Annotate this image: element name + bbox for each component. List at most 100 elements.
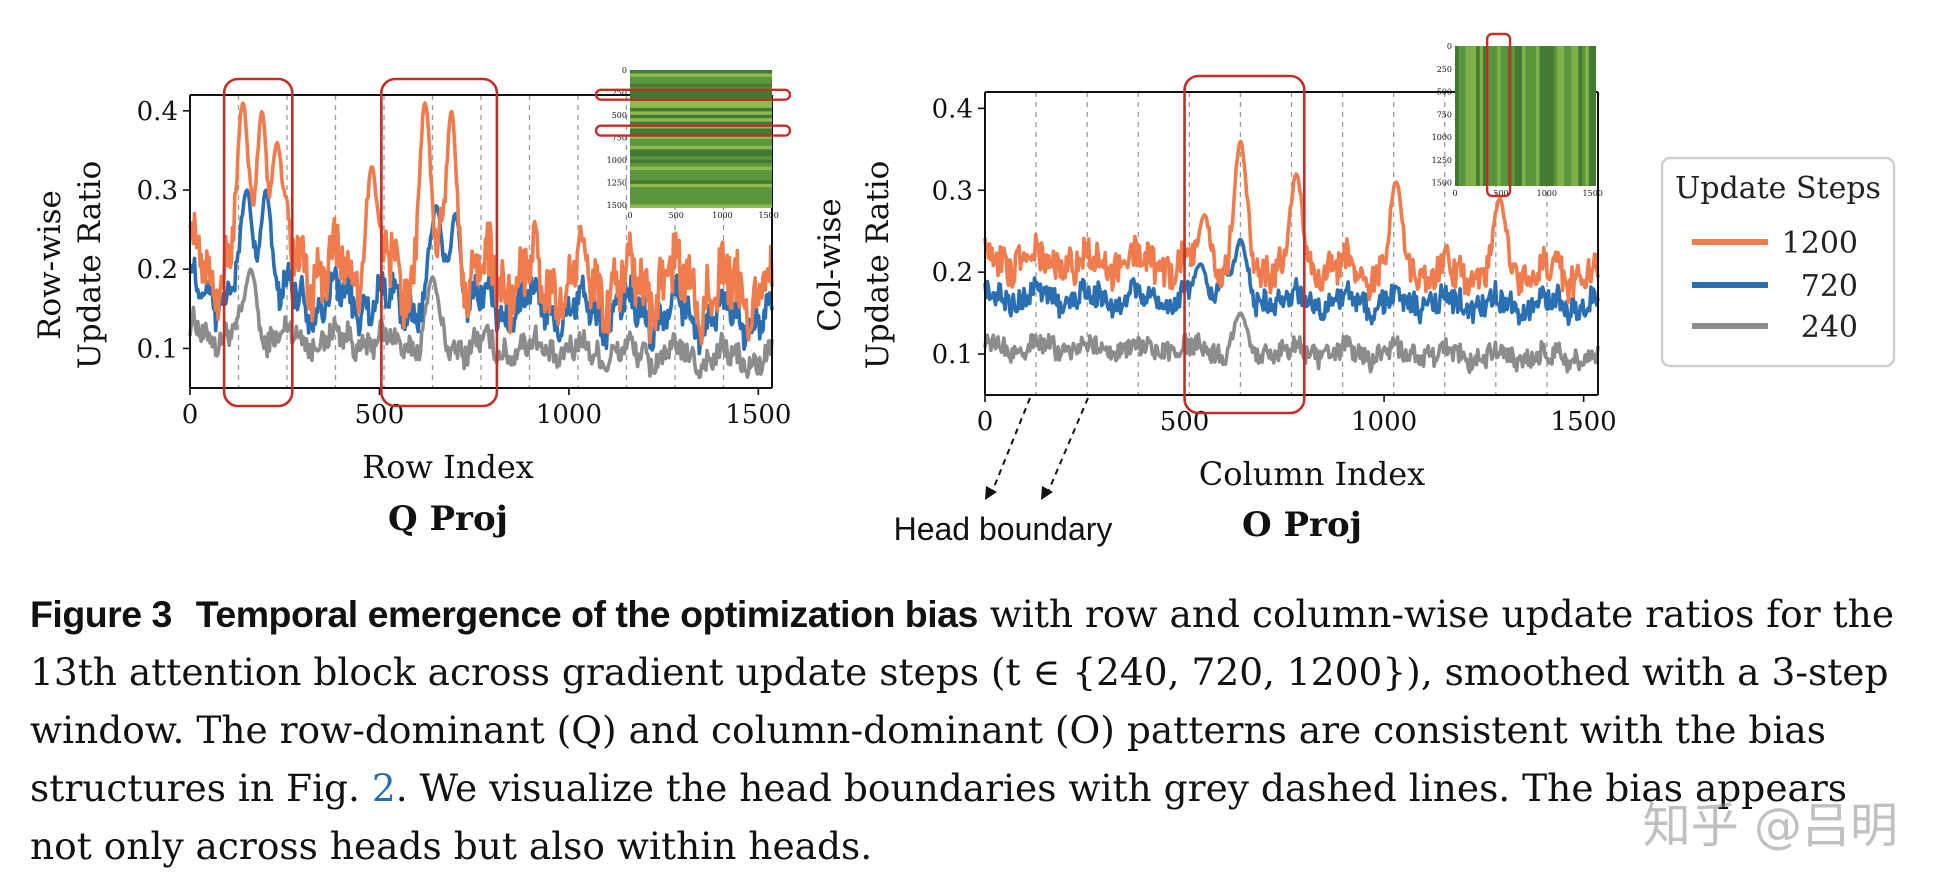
- q-inset-stripe: [630, 173, 772, 177]
- o-highlight-box: [1183, 74, 1306, 415]
- q-y-tick-label: 0.2: [137, 255, 178, 285]
- caption-text-1: with row and column-wise update ratios f…: [30, 592, 1895, 810]
- q-inset-stripe: [630, 83, 772, 88]
- o-inset-stripe: [1504, 46, 1508, 186]
- q-inset-stripe: [630, 152, 772, 157]
- q-inset-stripe: [630, 194, 772, 198]
- o-inset-stripe: [1525, 46, 1530, 186]
- o-inset-stripe: [1560, 46, 1565, 186]
- q-inset-stripe: [630, 118, 772, 122]
- o-inset-stripe: [1585, 46, 1589, 186]
- q-inset-x-tick-label: 1000: [712, 211, 732, 220]
- q-inset-stripe: [630, 170, 772, 174]
- o-inset-stripe: [1574, 46, 1579, 186]
- q-inset-stripe: [630, 180, 772, 184]
- o-inset-stripe: [1476, 46, 1480, 186]
- q-inset-y-tick-label: 1250: [607, 178, 627, 187]
- q-x-tick-label: 1000: [536, 400, 602, 430]
- o-inset-stripe: [1462, 46, 1466, 186]
- o-inset-stripe: [1578, 46, 1582, 186]
- o-inset-x-tick-label: 1500: [1583, 189, 1603, 198]
- q-inset-stripe: [630, 166, 772, 171]
- caption-fig-ref-link[interactable]: 2: [371, 766, 396, 810]
- q-inset-stripe: [630, 104, 772, 108]
- figure-caption: Figure 3 Temporal emergence of the optim…: [30, 585, 1910, 875]
- o-x-tick-label: 0: [977, 407, 994, 437]
- head-boundary-label: Head boundary: [894, 511, 1113, 547]
- o-inset-stripe: [1581, 46, 1586, 186]
- q-inset-stripe: [630, 111, 772, 115]
- q-inset-stripe: [630, 125, 772, 129]
- q-inset-stripe: [630, 107, 772, 112]
- q-inset-stripe: [630, 190, 772, 195]
- q-series-240-line: [188, 267, 774, 380]
- q-xlabel: Row Index: [362, 448, 534, 486]
- o-inset-stripe: [1497, 46, 1501, 186]
- o-inset-x-tick-label: 0: [1452, 189, 1457, 198]
- o-inset-stripe: [1592, 46, 1596, 186]
- o-y-tick-label: 0.4: [932, 94, 973, 124]
- o-ylabel-line2: Update Ratio: [860, 161, 896, 370]
- o-series-1200-line: [983, 139, 1600, 305]
- o-inset-y-tick-label: 750: [1437, 110, 1452, 119]
- o-inset-stripe: [1536, 46, 1540, 186]
- q-inset-y-tick-label: 1000: [607, 156, 627, 165]
- o-y-tick-label: 0.3: [932, 176, 973, 206]
- q-y-tick-label: 0.4: [137, 97, 178, 127]
- q-inset-stripe: [630, 80, 772, 84]
- head-boundary-arrow-2: [1047, 397, 1089, 493]
- o-inset-stripe: [1588, 46, 1593, 186]
- q-inset-stripe: [630, 159, 772, 164]
- o-inset-y-tick-label: 1000: [1432, 133, 1452, 142]
- o-inset-stripe: [1543, 46, 1547, 186]
- figure-canvas: Row-wise Update Ratio Row Index Q Proj 0…: [32, 32, 1896, 547]
- q-proj-chart: Row-wise Update Ratio Row Index Q Proj 0…: [32, 66, 791, 539]
- o-inset-y-tick-label: 1250: [1432, 156, 1452, 165]
- q-inset-stripe: [630, 135, 772, 139]
- o-inset-stripe: [1469, 46, 1473, 186]
- o-y-tick-label: 0.2: [932, 258, 973, 288]
- o-inset-y-tick-label: 1500: [1432, 179, 1452, 188]
- legend-box: [1660, 156, 1896, 368]
- head-boundary-arrow-1: [991, 397, 1031, 493]
- q-y-tick-label: 0.3: [137, 176, 178, 206]
- q-x-tick-label: 1500: [725, 400, 791, 430]
- o-inset-stripe: [1550, 46, 1554, 186]
- o-x-tick-label: 1500: [1551, 407, 1617, 437]
- q-inset-x-tick-label: 1500: [758, 211, 778, 220]
- o-xlabel: Column Index: [1199, 455, 1425, 493]
- q-subtitle: Q Proj: [388, 499, 508, 539]
- head-boundary-arrowhead-1: [985, 486, 997, 500]
- o-x-tick-label: 1000: [1351, 407, 1417, 437]
- q-inset-y-tick-label: 500: [612, 111, 627, 120]
- o-inset-y-tick-label: 0: [1447, 42, 1452, 51]
- q-x-tick-label: 500: [355, 400, 405, 430]
- q-inset-stripe: [630, 94, 772, 98]
- o-inset-stripe: [1455, 46, 1459, 186]
- q-inset-highlight: [594, 124, 792, 137]
- q-inset-y-tick-label: 0: [622, 66, 627, 75]
- q-inset-stripe: [630, 183, 772, 188]
- q-inset-stripe: [630, 145, 772, 150]
- o-inset-stripe: [1553, 46, 1558, 186]
- o-x-tick-label: 500: [1160, 407, 1210, 437]
- q-inset-stripe: [630, 197, 772, 202]
- caption-text-2: . We visualize the head boundaries with …: [30, 766, 1848, 868]
- q-inset-stripe: [630, 76, 772, 81]
- o-inset-x-tick-label: 1000: [1537, 189, 1557, 198]
- q-inset-stripe: [630, 201, 772, 205]
- q-inset-stripe: [630, 128, 772, 133]
- q-ylabel-line2: Update Ratio: [72, 161, 108, 370]
- legend: Update Steps 1200 720 240: [1660, 156, 1896, 368]
- legend-label-240: 240: [1801, 310, 1858, 345]
- o-inset-stripe: [1465, 46, 1470, 186]
- q-inset-x-tick-label: 0: [627, 211, 632, 220]
- q-inset-stripe: [630, 142, 772, 146]
- o-inset-stripe: [1479, 46, 1484, 186]
- o-proj-chart: Col-wise Update Ratio Column Index O Pro…: [812, 32, 1617, 547]
- head-boundary-arrowhead-2: [1041, 486, 1053, 500]
- o-inset-y-tick-label: 500: [1437, 88, 1452, 97]
- o-subtitle: O Proj: [1242, 505, 1362, 545]
- o-inset-stripe: [1493, 46, 1498, 186]
- q-series-720-line: [188, 188, 774, 356]
